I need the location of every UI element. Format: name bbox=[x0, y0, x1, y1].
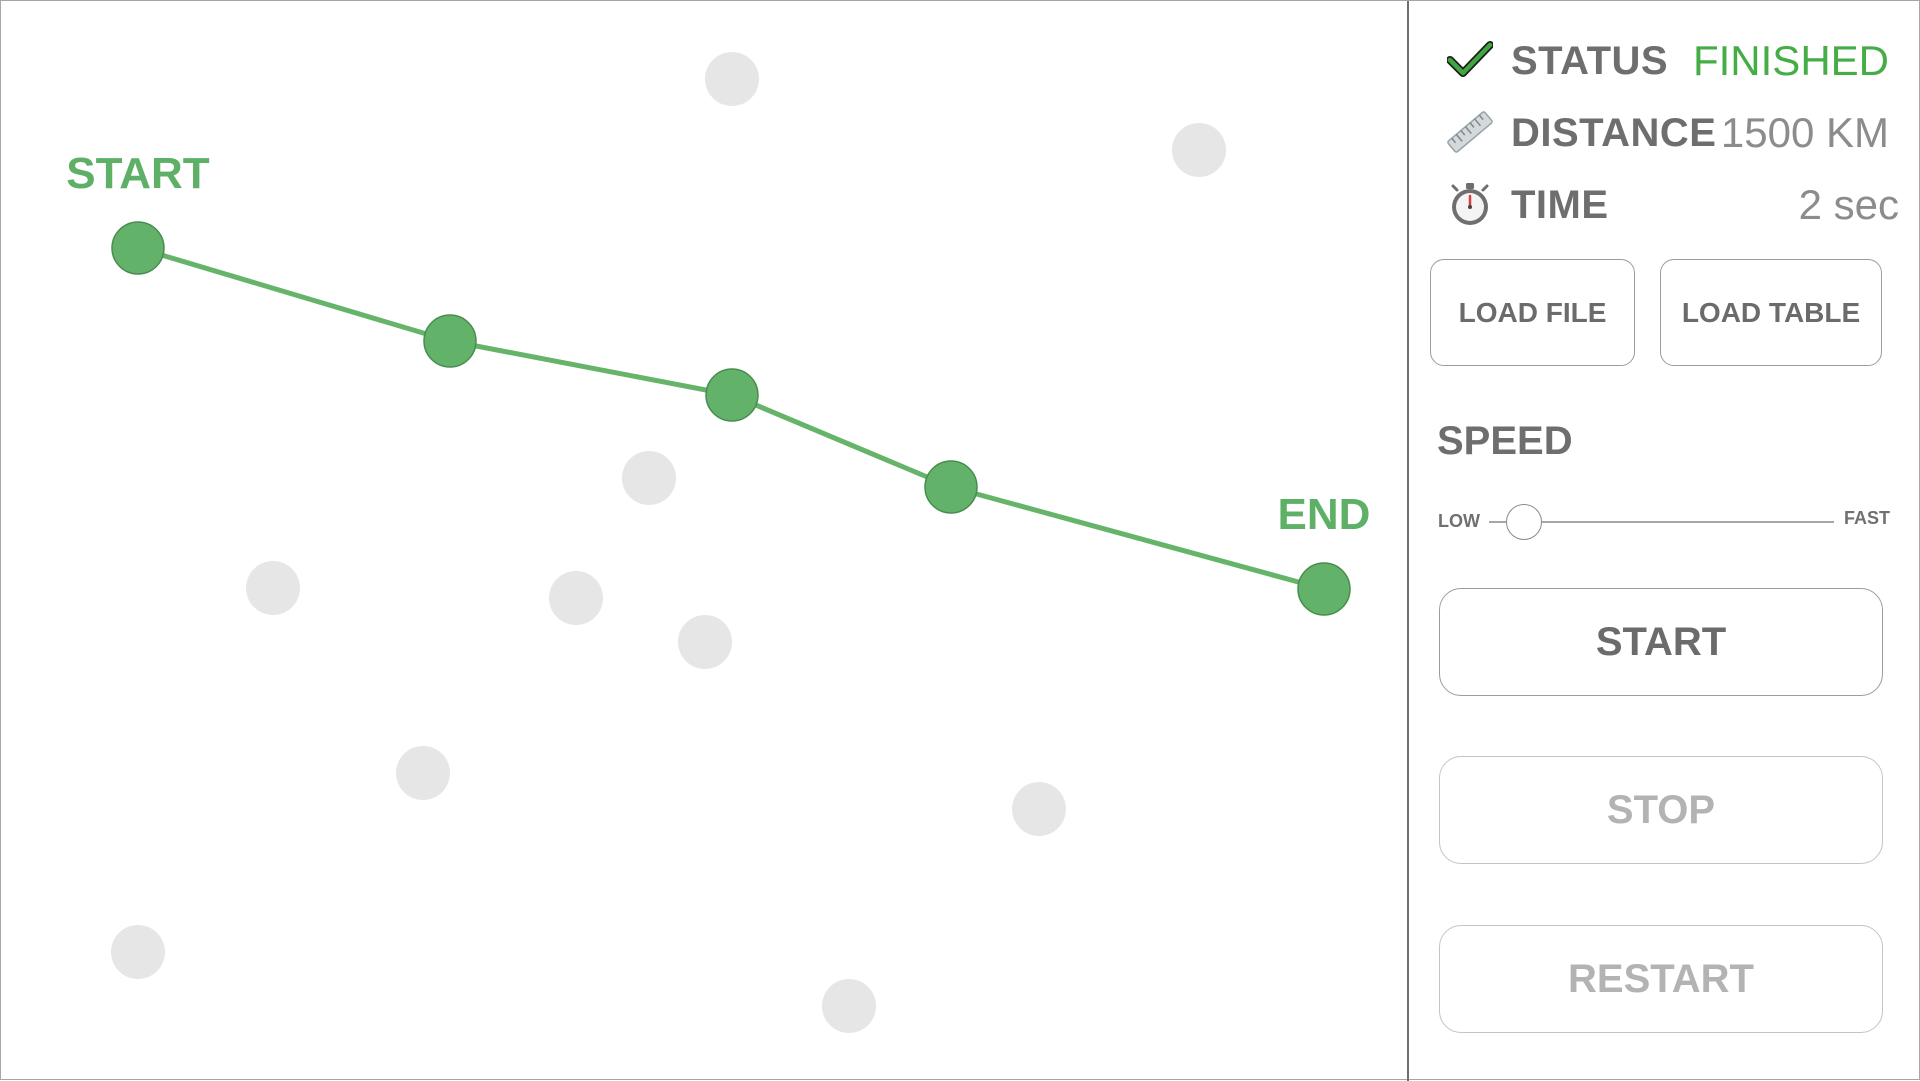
route-node[interactable] bbox=[924, 460, 978, 514]
checkmark-icon bbox=[1447, 41, 1493, 77]
stopwatch-icon bbox=[1451, 183, 1489, 225]
start-button[interactable]: START bbox=[1439, 588, 1883, 696]
route-node-start[interactable] bbox=[111, 221, 165, 275]
route-node[interactable] bbox=[423, 314, 477, 368]
speed-fast-label: FAST bbox=[1844, 508, 1891, 528]
panel-divider bbox=[1407, 1, 1409, 1081]
time-label: TIME bbox=[1511, 183, 1609, 227]
control-panel: STATUS FINISHED DISTANCE 1500 KM bbox=[1409, 1, 1920, 1081]
route-map: START END bbox=[2, 2, 1407, 1080]
route-map-canvas: START END bbox=[66, 52, 1371, 1033]
time-value: 2 sec bbox=[1798, 181, 1899, 228]
ruler-icon bbox=[1447, 111, 1493, 153]
map-node[interactable] bbox=[1012, 782, 1066, 836]
start-label: START bbox=[66, 149, 210, 198]
stop-button[interactable]: STOP bbox=[1439, 756, 1883, 864]
load-table-button[interactable]: LOAD TABLE bbox=[1660, 259, 1882, 366]
map-node[interactable] bbox=[396, 746, 450, 800]
map-node[interactable] bbox=[246, 561, 300, 615]
map-node[interactable] bbox=[1172, 123, 1226, 177]
distance-value: 1500 KM bbox=[1720, 109, 1889, 156]
time-row: TIME 2 sec bbox=[1429, 173, 1899, 233]
speed-low-label: LOW bbox=[1438, 511, 1480, 531]
map-node[interactable] bbox=[822, 979, 876, 1033]
map-node[interactable] bbox=[549, 571, 603, 625]
distance-label: DISTANCE bbox=[1511, 111, 1717, 155]
speed-title: SPEED bbox=[1437, 419, 1573, 463]
route-node-end[interactable] bbox=[1297, 562, 1351, 616]
map-node[interactable] bbox=[111, 925, 165, 979]
end-label: END bbox=[1278, 490, 1371, 539]
route-node[interactable] bbox=[705, 368, 759, 422]
speed-slider-handle[interactable] bbox=[1505, 504, 1542, 540]
map-node[interactable] bbox=[705, 52, 759, 106]
status-value: FINISHED bbox=[1692, 37, 1889, 84]
load-file-button[interactable]: LOAD FILE bbox=[1430, 259, 1635, 366]
restart-button[interactable]: RESTART bbox=[1439, 925, 1883, 1033]
status-label: STATUS bbox=[1511, 39, 1669, 83]
map-node[interactable] bbox=[678, 615, 732, 669]
distance-row: DISTANCE 1500 KM bbox=[1429, 101, 1899, 161]
map-node[interactable] bbox=[622, 451, 676, 505]
speed-slider-track[interactable] bbox=[1489, 521, 1834, 523]
status-row: STATUS FINISHED bbox=[1429, 29, 1899, 89]
